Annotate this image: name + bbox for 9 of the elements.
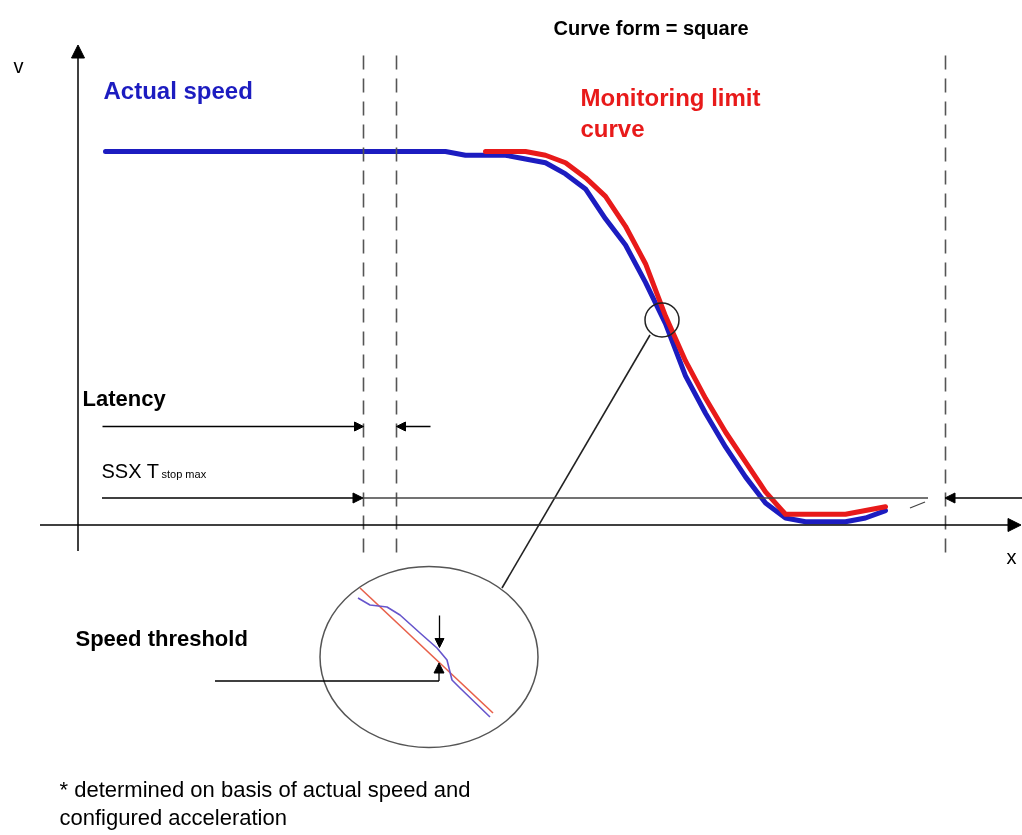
series-label: Actual speed — [103, 77, 253, 104]
text: Speed threshold — [75, 626, 248, 651]
chart-title: Curve form = square — [553, 16, 749, 39]
text: x — [1006, 545, 1017, 568]
text: * determined on basis of actual speed and configured acceleration — [59, 777, 471, 830]
text: v — [13, 54, 24, 77]
annotation: SSX Tstop max — [101, 459, 207, 482]
annotation: Latency — [82, 386, 167, 411]
series-label: Monitoring limit curve — [580, 84, 761, 142]
